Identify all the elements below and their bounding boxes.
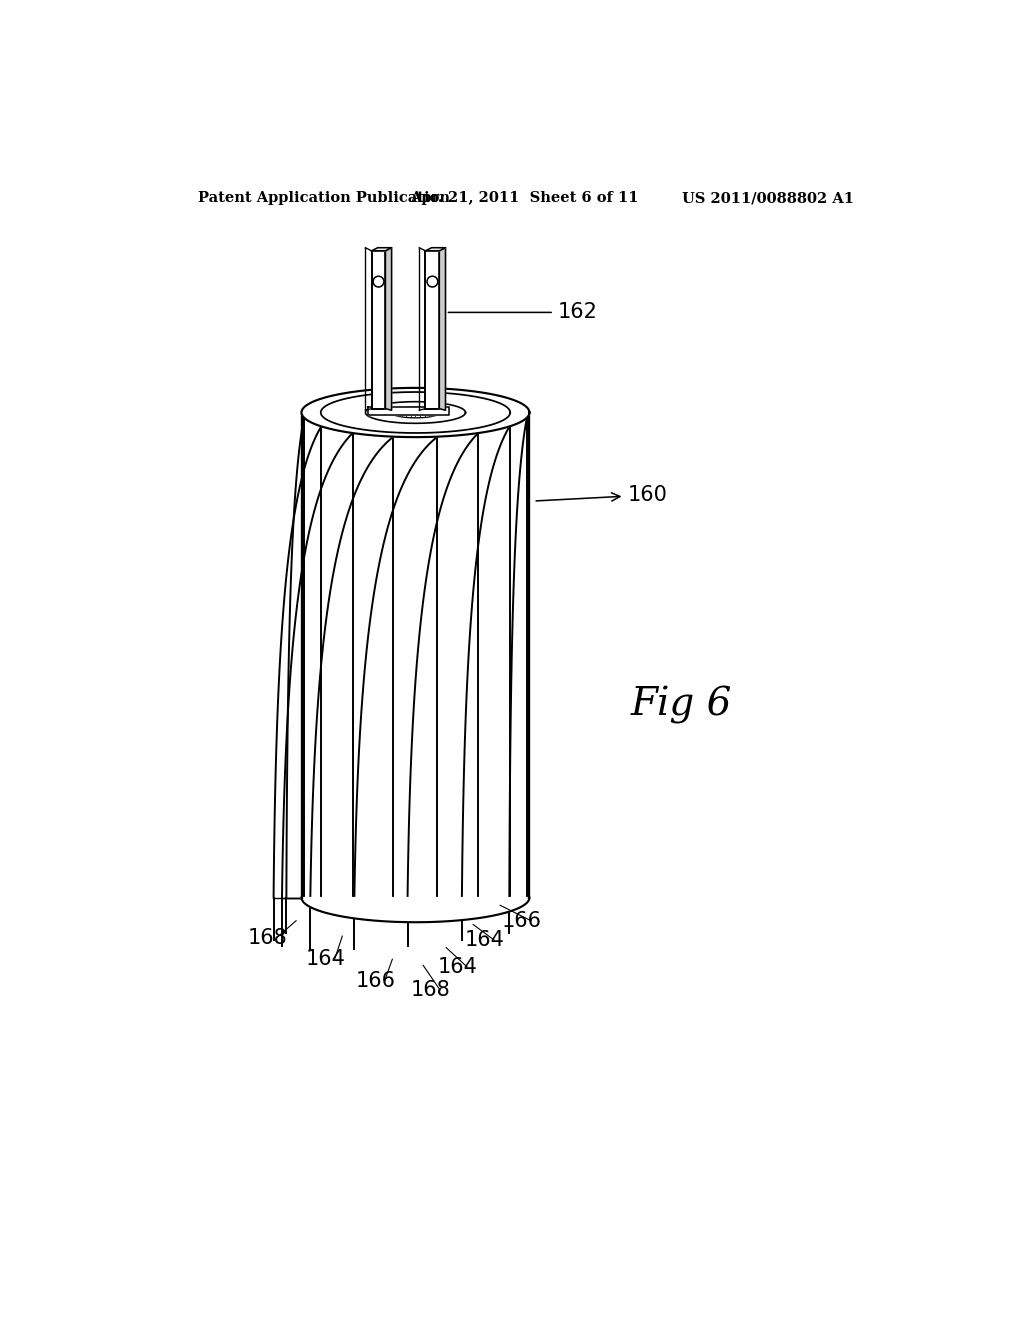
Polygon shape — [310, 437, 393, 949]
Text: 160: 160 — [536, 484, 667, 506]
Text: 162: 162 — [558, 302, 598, 322]
Polygon shape — [301, 412, 529, 898]
Polygon shape — [372, 248, 391, 251]
Text: US 2011/0088802 A1: US 2011/0088802 A1 — [682, 191, 854, 206]
Polygon shape — [282, 433, 352, 946]
Polygon shape — [391, 407, 440, 418]
Polygon shape — [368, 407, 450, 414]
Polygon shape — [273, 426, 322, 940]
Polygon shape — [301, 898, 529, 923]
Text: 168: 168 — [248, 928, 288, 948]
Bar — [372, 251, 385, 409]
Polygon shape — [354, 437, 437, 949]
Text: 166: 166 — [502, 911, 542, 931]
Polygon shape — [301, 388, 529, 437]
Text: 168: 168 — [411, 979, 451, 1001]
Circle shape — [373, 276, 384, 286]
Text: Fig 6: Fig 6 — [631, 686, 732, 725]
Polygon shape — [509, 417, 527, 933]
Text: Patent Application Publication: Patent Application Publication — [199, 191, 451, 206]
Text: 164: 164 — [305, 949, 345, 969]
Polygon shape — [366, 401, 466, 424]
Polygon shape — [439, 248, 445, 411]
Text: 164: 164 — [438, 957, 478, 977]
Text: 166: 166 — [355, 970, 395, 991]
Polygon shape — [408, 433, 478, 946]
Circle shape — [427, 276, 438, 286]
Polygon shape — [425, 248, 445, 251]
Bar — [425, 251, 439, 409]
Text: 164: 164 — [465, 931, 505, 950]
Text: Apr. 21, 2011  Sheet 6 of 11: Apr. 21, 2011 Sheet 6 of 11 — [411, 191, 639, 206]
Polygon shape — [287, 417, 304, 933]
Polygon shape — [462, 426, 510, 940]
Polygon shape — [385, 248, 391, 411]
